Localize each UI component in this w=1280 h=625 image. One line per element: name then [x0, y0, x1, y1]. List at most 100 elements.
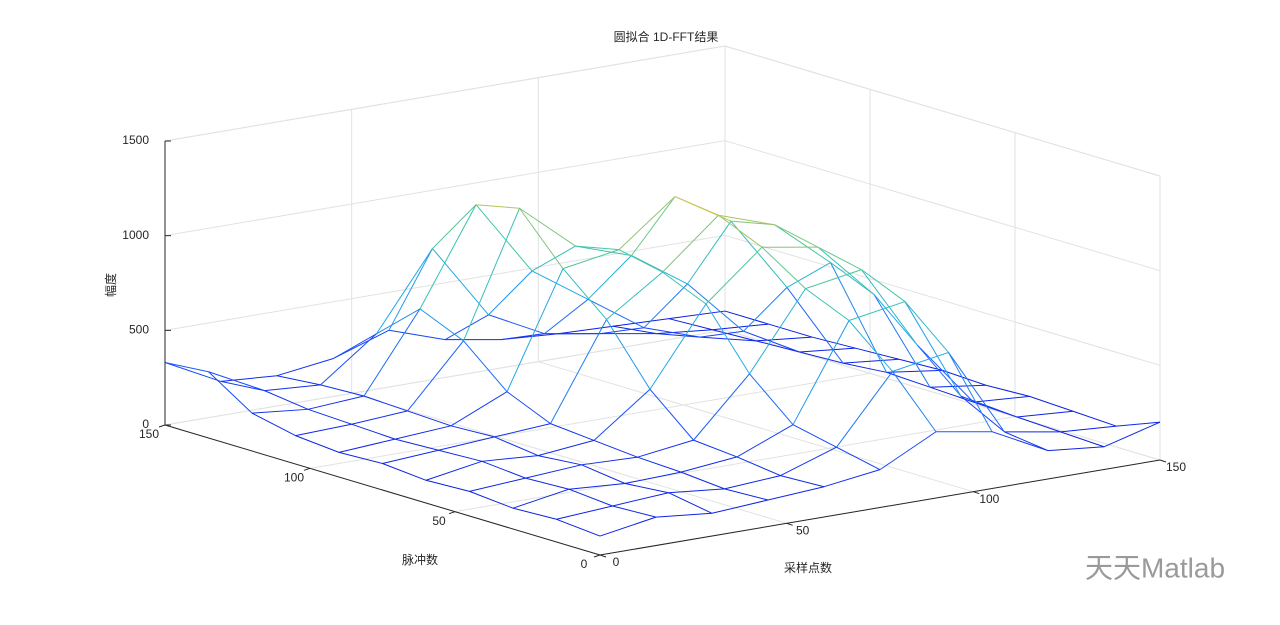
- mesh-segment: [693, 373, 750, 441]
- mesh-segment: [780, 446, 837, 477]
- mesh-segment: [767, 486, 825, 501]
- mesh-segment: [295, 423, 352, 437]
- mesh-segment: [220, 380, 265, 392]
- mesh-segment: [848, 301, 906, 322]
- mesh-segment: [749, 288, 806, 375]
- mesh-segment: [861, 269, 906, 302]
- z-grid-line: [164, 234, 726, 331]
- mesh-segment: [351, 423, 396, 440]
- mesh-segment: [786, 262, 831, 288]
- mesh-segment: [718, 214, 775, 226]
- mesh-segment: [668, 488, 725, 494]
- mesh-segment: [929, 386, 974, 403]
- mesh-segment: [425, 460, 483, 481]
- y-tick: [158, 424, 166, 428]
- mesh-segment: [407, 410, 452, 427]
- mesh-segment: [755, 336, 813, 342]
- mesh-segment: [525, 464, 582, 479]
- mesh-segment: [662, 271, 707, 305]
- mesh-segment: [724, 475, 781, 490]
- mesh-segment: [593, 388, 651, 441]
- mesh-segment: [836, 446, 881, 471]
- mesh-segment: [612, 492, 669, 507]
- mesh-segment: [295, 435, 340, 453]
- mesh-segment: [562, 249, 620, 270]
- y-tick-label: 0: [581, 557, 588, 571]
- mesh-segment: [1029, 395, 1074, 412]
- mesh-segment: [320, 384, 365, 397]
- z-axis-label: 幅度: [103, 273, 118, 297]
- mesh-segment: [376, 308, 421, 335]
- z-grid-line: [724, 234, 1161, 366]
- mesh-segment: [550, 319, 607, 424]
- mesh-segment: [618, 249, 663, 273]
- mesh-segment: [842, 362, 887, 373]
- mesh-segment: [637, 456, 682, 473]
- mesh-segment: [904, 301, 949, 353]
- mesh-segment: [861, 269, 918, 346]
- mesh-segment: [438, 436, 495, 451]
- mesh-segment: [736, 424, 794, 458]
- mesh-segment: [873, 294, 931, 388]
- mesh-segment: [575, 245, 632, 257]
- y-grid-line: [309, 372, 871, 469]
- mesh-segment: [805, 269, 862, 290]
- mesh-segment: [817, 246, 875, 295]
- mesh-segment: [544, 298, 589, 335]
- mesh-segment: [1004, 431, 1049, 452]
- mesh-segment: [817, 246, 862, 271]
- mesh-segment: [687, 283, 744, 332]
- mesh-segment: [618, 196, 676, 250]
- mesh-segment: [656, 333, 701, 338]
- mesh-segment: [264, 384, 321, 392]
- mesh-segment: [904, 301, 962, 397]
- chart-title: 圆拟合 1D-FFT结果: [614, 29, 719, 44]
- mesh-segment: [892, 351, 949, 372]
- z-grid-line: [164, 45, 726, 142]
- mesh-segment: [251, 408, 309, 414]
- mesh-segment: [444, 314, 489, 341]
- mesh-segment: [382, 449, 439, 464]
- x-tick: [786, 522, 793, 526]
- mesh-segment: [892, 371, 937, 433]
- mesh-segment: [836, 371, 893, 448]
- z-tick-label: 500: [129, 323, 149, 337]
- x-tick: [599, 554, 607, 558]
- mesh-segment: [488, 270, 533, 316]
- x-axis: [599, 459, 1161, 556]
- mesh-segment: [593, 439, 638, 458]
- mesh-segment: [848, 320, 893, 372]
- y-tick: [593, 554, 601, 558]
- mesh-segment: [568, 482, 626, 490]
- mesh-segment: [220, 375, 278, 382]
- x-tick-label: 150: [1166, 460, 1186, 474]
- mesh-segment: [693, 439, 738, 458]
- mesh-segment: [568, 488, 613, 507]
- y-tick-label: 50: [432, 514, 446, 528]
- z-tick-label: 1500: [122, 133, 149, 147]
- mesh-segment: [898, 358, 943, 371]
- y-tick: [303, 467, 311, 471]
- mesh-segment: [388, 329, 446, 341]
- mesh-segment: [948, 352, 993, 432]
- mesh-segment: [351, 410, 408, 425]
- mesh-segment: [363, 395, 408, 412]
- mesh-segment: [649, 388, 694, 441]
- mesh-segment: [705, 246, 763, 305]
- mesh-segment: [463, 208, 520, 342]
- mesh-segment: [1103, 421, 1161, 448]
- mesh-segment: [556, 505, 613, 520]
- mesh-segment: [811, 336, 856, 349]
- mesh-segment: [780, 475, 825, 488]
- mesh-segment: [469, 490, 514, 509]
- mesh-segment: [537, 455, 582, 466]
- mesh-segment: [786, 287, 844, 364]
- mesh-segment: [1060, 431, 1105, 448]
- mesh-segment: [581, 464, 626, 484]
- mesh-segment: [805, 288, 850, 321]
- mesh-segment: [307, 408, 352, 425]
- mesh-segment: [556, 325, 614, 335]
- mesh-segment: [450, 425, 495, 438]
- mesh-segment: [276, 358, 334, 377]
